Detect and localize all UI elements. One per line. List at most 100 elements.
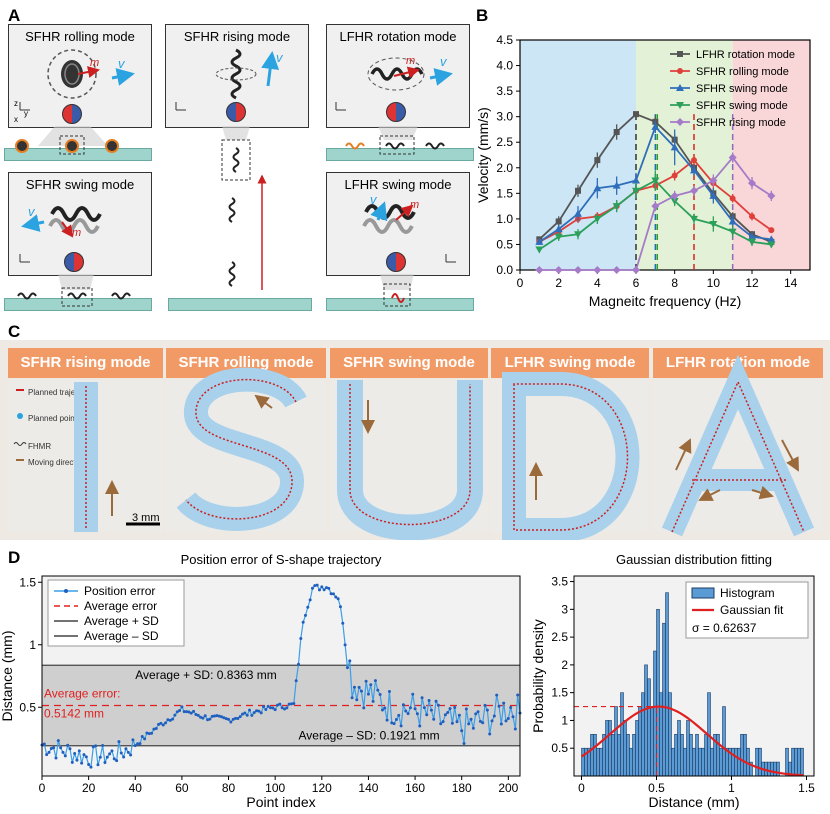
y-tick-label: 1 [561, 713, 568, 727]
error-point [262, 705, 266, 709]
histogram-bar [623, 720, 627, 777]
histogram-bar [683, 747, 687, 777]
error-point [173, 713, 177, 717]
data-point [555, 218, 562, 225]
magnet-icon [64, 252, 84, 272]
error-point [145, 731, 149, 735]
panel-label-b: B [476, 6, 489, 25]
error-point [105, 755, 109, 759]
error-point [273, 708, 277, 712]
avg-annotation: Average error: [44, 686, 120, 700]
error-point [317, 588, 321, 592]
mode-title: SFHR swing mode [25, 177, 135, 192]
data-point [632, 187, 640, 195]
error-point [313, 584, 317, 588]
helix-ghost [48, 218, 100, 234]
legend-marker [676, 118, 684, 126]
helix-on-plate [425, 142, 445, 150]
x-tick-label: 8 [671, 276, 678, 290]
histogram-bar [647, 678, 651, 777]
panel-a-illustration: v m z y x v [14, 48, 456, 307]
error-point [91, 745, 95, 749]
histogram-bar [590, 734, 594, 777]
error-point [474, 712, 478, 716]
y-tick-label: 1 [29, 638, 36, 652]
helix-icon [215, 48, 257, 100]
error-point [411, 692, 415, 696]
error-point [376, 688, 380, 692]
y-tick-label: 4.0 [496, 59, 513, 73]
error-point [166, 718, 170, 722]
y-tick-label: 3 [561, 602, 568, 616]
error-point [399, 724, 403, 728]
error-point [366, 692, 370, 696]
panel-label-c: C [8, 322, 21, 341]
y-tick-label: 0.5 [551, 741, 568, 755]
plot-frame [41, 575, 521, 777]
error-point [504, 719, 508, 723]
histogram-bar [635, 720, 639, 777]
x-tick-label: 160 [405, 781, 425, 795]
data-point [574, 231, 582, 239]
error-point [413, 707, 417, 711]
error-point [98, 755, 102, 759]
x-tick-label: 40 [129, 781, 143, 795]
moving-direction-arrow [254, 394, 273, 409]
trajectory-letters [13, 354, 815, 540]
y-tick-label: 3.5 [551, 575, 568, 589]
error-point [420, 696, 424, 700]
error-point [157, 722, 161, 726]
data-point [593, 215, 602, 223]
data-point [748, 179, 756, 188]
error-point [460, 729, 464, 733]
histogram-bar [800, 747, 804, 777]
error-point [203, 714, 207, 718]
error-point [392, 722, 396, 726]
data-point [748, 238, 756, 246]
data-point [554, 266, 563, 274]
error-point [282, 707, 286, 711]
error-point [289, 702, 293, 706]
x-tick-label: 80 [222, 781, 236, 795]
y-tick-label: 2.0 [496, 161, 513, 175]
error-point [306, 605, 310, 609]
data-point [651, 202, 660, 211]
error-point [387, 689, 391, 693]
velocity-chart: 0 2 4 6 8 10 12 14 0.0 0.5 1.0 1.5 2.0 2.5 3.0 3.5 4.0 4.… [476, 33, 811, 309]
legend-swatch [691, 587, 715, 599]
error-point [380, 708, 384, 712]
helix-icon [47, 49, 97, 99]
error-point [439, 722, 443, 726]
data-point [709, 176, 718, 185]
error-point [327, 586, 331, 590]
legend-label: SFHR swing mode [696, 100, 788, 112]
data-point [729, 195, 736, 202]
data-point [651, 122, 660, 130]
substrate-plate [326, 298, 474, 311]
chart-title: Gaussian distribution fitting [616, 552, 772, 567]
gaussian-curve [580, 705, 804, 777]
error-point [471, 726, 475, 730]
error-point [310, 586, 314, 590]
error-point [455, 720, 459, 724]
error-point [425, 713, 429, 717]
legend-planned-point: Planned point [28, 414, 77, 423]
error-point [322, 588, 326, 592]
error-point [464, 707, 468, 711]
error-point [199, 715, 203, 719]
error-point [147, 732, 151, 736]
error-point [194, 713, 198, 717]
velocity-arrow [261, 51, 280, 87]
helix-icon [50, 206, 102, 222]
error-point [371, 699, 375, 703]
error-point [168, 718, 172, 722]
error-point [343, 643, 347, 647]
legend-label: Average – SD [84, 629, 159, 643]
histogram-bar [656, 609, 660, 777]
chart-title: Position error of S-shape trajectory [181, 552, 382, 567]
error-point [436, 703, 440, 707]
error-point [175, 710, 179, 714]
legend-label: Position error [84, 584, 155, 598]
error-point [329, 592, 333, 596]
error-point [182, 710, 186, 714]
